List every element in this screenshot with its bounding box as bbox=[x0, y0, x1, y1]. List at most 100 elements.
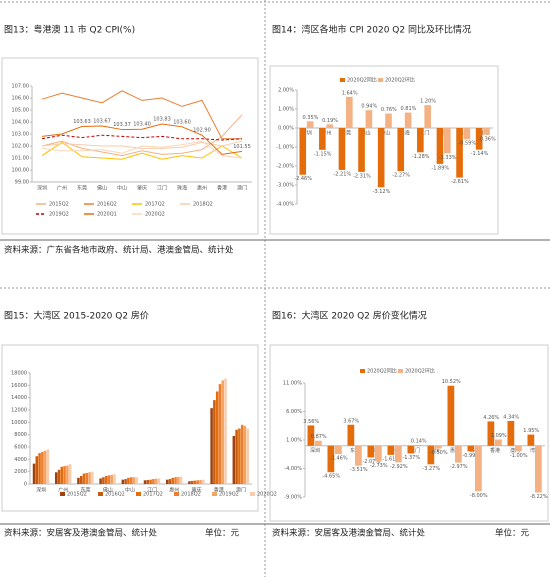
x-tick-label: 江门 bbox=[147, 487, 157, 494]
legend-label: 2017Q2 bbox=[145, 202, 165, 208]
y-tick-label: 2000 bbox=[14, 469, 27, 475]
y-tick-label: 6.00% bbox=[286, 409, 302, 415]
bar bbox=[124, 479, 127, 484]
bar bbox=[435, 445, 442, 449]
legend-label: 2015Q2 bbox=[67, 492, 87, 498]
x-tick-label: 广州 bbox=[58, 487, 68, 494]
bar bbox=[238, 428, 241, 484]
legend-label: 2015Q2 bbox=[49, 202, 69, 208]
data-label: 3.67% bbox=[343, 418, 359, 424]
data-label: 0.87% bbox=[311, 434, 327, 440]
x-tick-label: 惠州 bbox=[169, 487, 179, 494]
bar bbox=[66, 465, 69, 484]
data-label: 1.09% bbox=[491, 433, 507, 439]
line bbox=[41, 114, 243, 157]
data-label: 0.19% bbox=[322, 118, 338, 124]
data-label: -2.27% bbox=[392, 173, 410, 179]
data-label: 0.81% bbox=[401, 106, 417, 112]
chart-frame bbox=[1, 344, 259, 512]
bar bbox=[54, 472, 58, 484]
x-tick-label: 肇庆 bbox=[191, 487, 201, 494]
x-tick-label: 中山 bbox=[125, 487, 135, 494]
bar bbox=[85, 472, 88, 484]
bar bbox=[113, 474, 116, 484]
y-tick-label: -4.00% bbox=[284, 466, 302, 472]
bar bbox=[68, 464, 72, 484]
data-label: -2.07% bbox=[362, 459, 380, 465]
bar bbox=[240, 424, 244, 484]
legend-label: 2020Q2 bbox=[257, 492, 277, 498]
bar bbox=[377, 128, 385, 188]
bar bbox=[127, 477, 130, 484]
x-tick-label: 东莞 bbox=[80, 487, 90, 494]
bar bbox=[63, 466, 66, 484]
x-tick-label: 惠州 bbox=[197, 185, 207, 192]
data-label: 4.26% bbox=[483, 415, 499, 421]
data-label: 103.63 bbox=[73, 119, 91, 125]
bar bbox=[107, 475, 111, 484]
data-label: 1.20% bbox=[420, 99, 436, 105]
bar bbox=[46, 449, 50, 484]
bar bbox=[143, 480, 147, 484]
source: 资料来源：广东省各地市政府、统计局、港澳金管局、统计处 bbox=[4, 245, 234, 256]
y-tick-label: 10000 bbox=[11, 420, 27, 426]
bar bbox=[427, 445, 435, 465]
bar bbox=[347, 424, 355, 446]
y-tick-label: 99.00 bbox=[15, 180, 29, 186]
line bbox=[41, 140, 243, 149]
line bbox=[41, 140, 243, 159]
bar bbox=[135, 477, 138, 484]
data-label: -1.37% bbox=[402, 455, 420, 461]
bar bbox=[91, 471, 94, 484]
data-label: -0.50% bbox=[430, 450, 448, 456]
bar bbox=[385, 113, 392, 128]
legend-label: 2018Q2 bbox=[193, 202, 213, 208]
bar bbox=[202, 479, 205, 484]
x-tick-label: 佛山 bbox=[103, 487, 113, 494]
data-label: -2.21% bbox=[333, 171, 351, 177]
x-tick-label: 肇庆 bbox=[430, 447, 440, 454]
data-label: -4.65% bbox=[322, 474, 340, 480]
bar bbox=[102, 477, 105, 484]
bar bbox=[35, 456, 39, 484]
data-label: -1.33% bbox=[439, 155, 457, 161]
legend-label: 2020Q1 bbox=[97, 212, 117, 218]
bar bbox=[99, 478, 102, 484]
legend-label: 2020Q2环比 bbox=[385, 77, 415, 84]
legend-label: 2019Q2 bbox=[219, 492, 239, 498]
bar bbox=[246, 428, 249, 484]
x-tick-label: 中山 bbox=[380, 130, 390, 137]
data-label: -1.61% bbox=[382, 456, 400, 462]
data-label: 103.40 bbox=[133, 122, 151, 128]
y-tick-label: 106.00 bbox=[12, 96, 30, 102]
x-tick-label: 佛山 bbox=[361, 130, 371, 137]
x-tick-label: 广州 bbox=[321, 130, 331, 137]
bar bbox=[188, 481, 191, 484]
data-label: -3.51% bbox=[350, 467, 368, 473]
chart-title: 图14：湾区各地市 CPI 2020 Q2 同比及环比情况 bbox=[272, 24, 471, 36]
data-label: -1.15% bbox=[314, 151, 332, 157]
data-label: -1.28% bbox=[412, 154, 430, 160]
data-label: -2.31% bbox=[353, 173, 371, 179]
bar bbox=[41, 451, 44, 484]
bar bbox=[174, 477, 177, 484]
y-tick-label: -1.00% bbox=[276, 145, 294, 151]
bar bbox=[177, 476, 180, 484]
bar bbox=[149, 479, 152, 484]
bar bbox=[57, 469, 61, 484]
y-tick-label: 1.00% bbox=[286, 438, 302, 444]
bar bbox=[306, 121, 314, 128]
x-tick-label: 香港 bbox=[214, 487, 224, 494]
y-tick-label: 16000 bbox=[11, 383, 27, 389]
x-tick-label: 香港 bbox=[217, 185, 227, 192]
bar bbox=[387, 445, 395, 455]
data-label: 3.56% bbox=[303, 419, 319, 425]
legend-swatch bbox=[378, 78, 383, 82]
x-tick-label: 香港 bbox=[490, 447, 500, 454]
y-tick-label: 18000 bbox=[11, 371, 27, 377]
y-tick-label: 2.00% bbox=[278, 88, 294, 94]
y-tick-label: 6000 bbox=[14, 445, 27, 451]
y-tick-label: 100.00 bbox=[12, 168, 30, 174]
data-label: -3.27% bbox=[422, 466, 440, 472]
bar bbox=[397, 128, 405, 172]
